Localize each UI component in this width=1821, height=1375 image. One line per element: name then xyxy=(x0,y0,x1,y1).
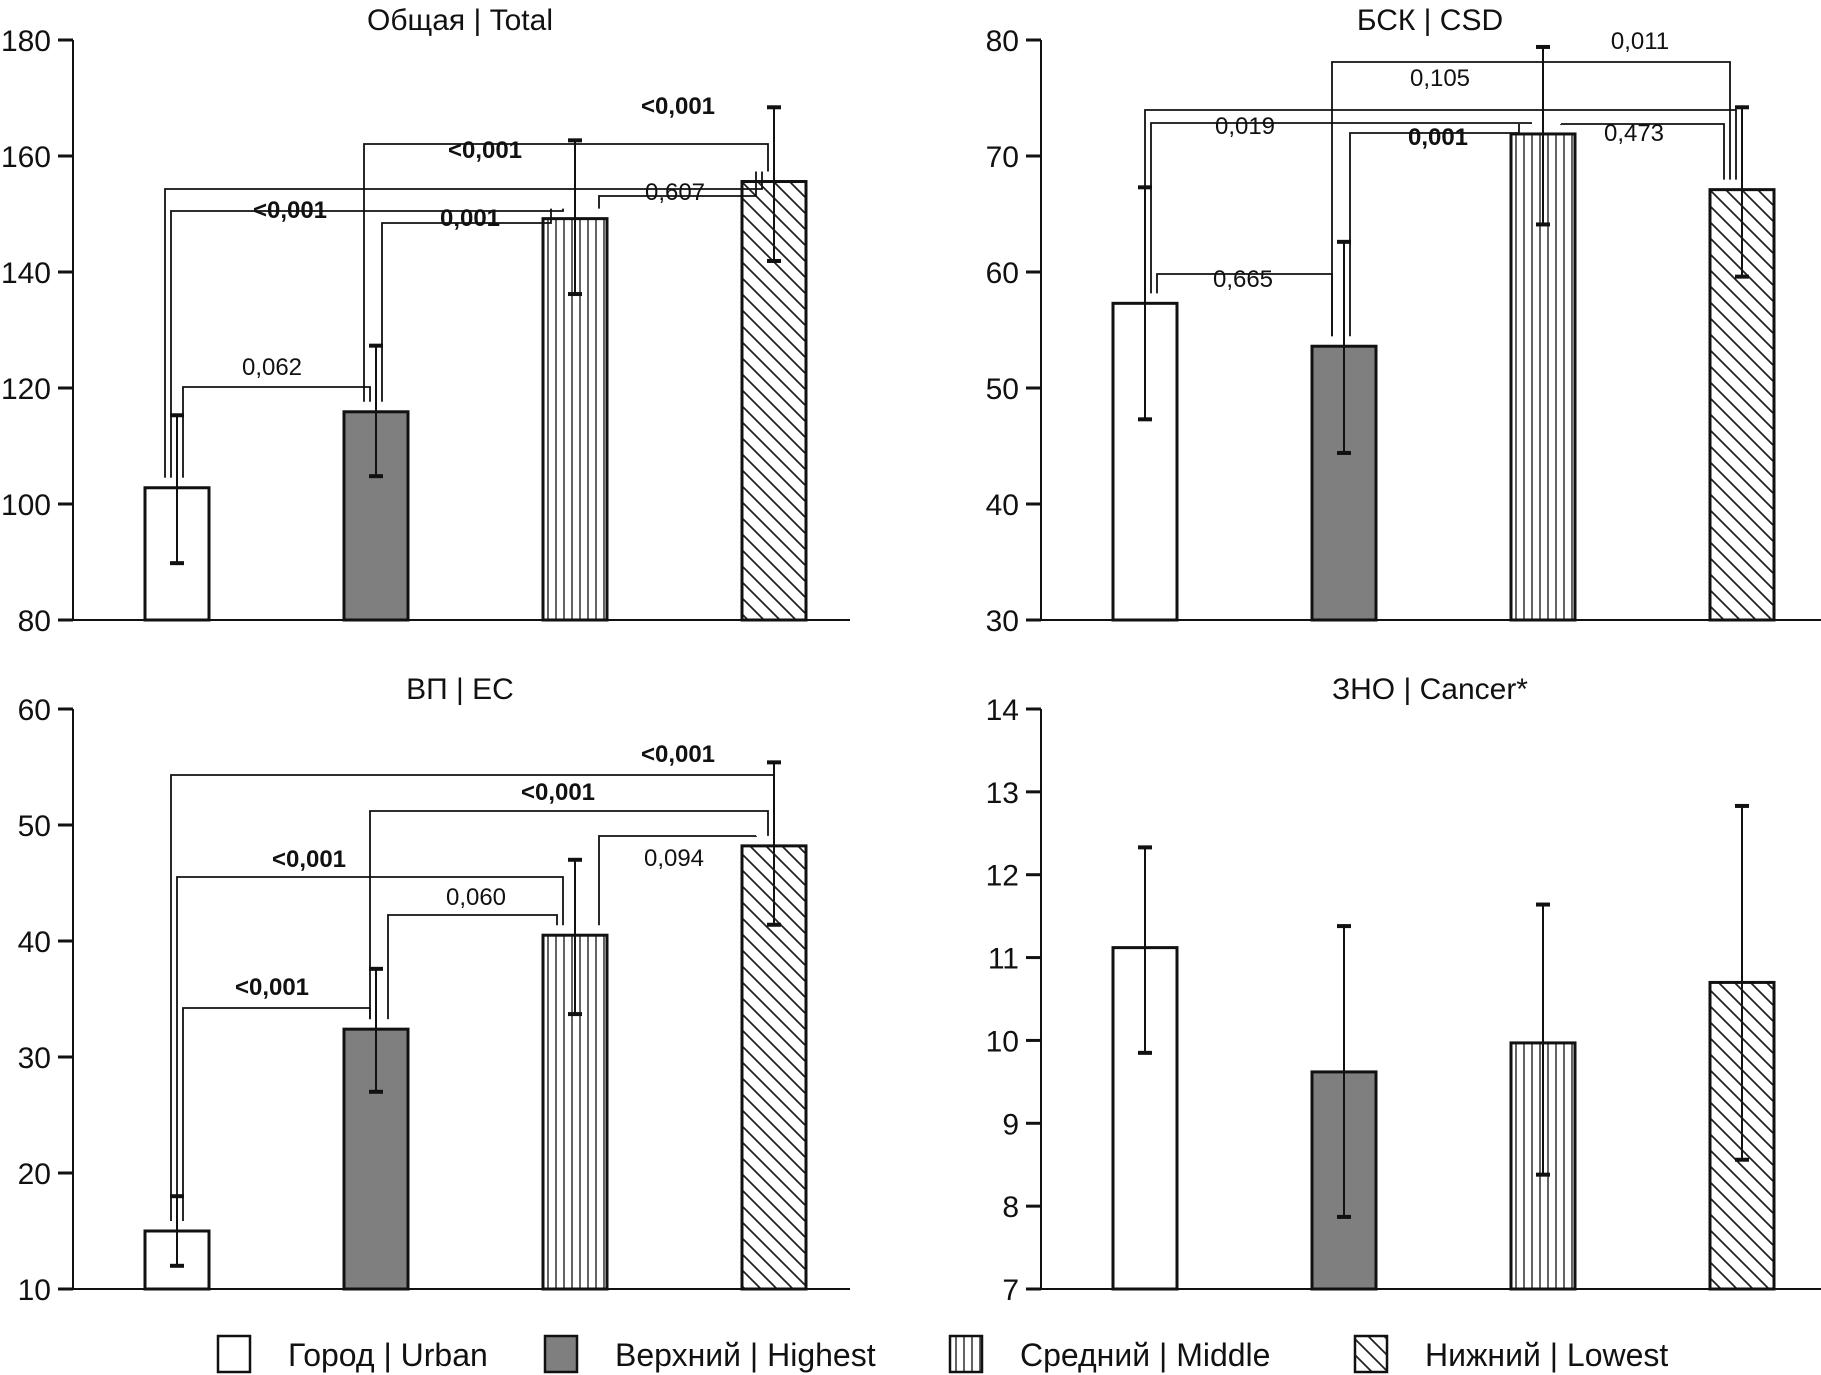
p-value-label: 0,060 xyxy=(446,884,506,911)
legend-swatch-3 xyxy=(948,1334,984,1374)
y-tick-label: 7 xyxy=(1002,1274,1019,1307)
significance-bracket xyxy=(1560,123,1725,180)
y-tick-label: 100 xyxy=(1,489,51,522)
significance-bracket xyxy=(182,1007,371,1221)
significance-bracket xyxy=(598,171,757,209)
significance-bracket xyxy=(381,208,552,402)
y-tick-label: 11 xyxy=(988,943,1019,976)
significance-bracket xyxy=(363,143,769,402)
y-tick-label: 10 xyxy=(986,1025,1019,1058)
y-tick-label: 9 xyxy=(1002,1108,1019,1141)
significance-bracket xyxy=(182,386,371,478)
panel-title: ВП | EC xyxy=(406,673,514,706)
p-value-label: <0,001 xyxy=(253,197,327,224)
panel-4: ЗНО | Cancer* 7 8 9 10 11 12 13 14 xyxy=(986,673,1821,1307)
y-tick-label: 13 xyxy=(986,777,1019,810)
p-value-label: 0,011 xyxy=(1611,28,1669,55)
p-value-label: 0,019 xyxy=(1215,113,1275,140)
p-value-label: 0,001 xyxy=(440,205,500,232)
legend-label: Нижний | Lowest xyxy=(1425,1337,1668,1373)
p-value-label: 0,001 xyxy=(1408,124,1468,151)
y-tick-label: 30 xyxy=(18,1042,51,1075)
y-tick-label: 12 xyxy=(986,860,1019,893)
panel-title: ЗНО | Cancer* xyxy=(1332,673,1528,706)
significance-bracket xyxy=(1331,61,1731,337)
legend: Город | Urban Верхний | Highest Средний | … xyxy=(216,1334,1668,1374)
y-tick-label: 30 xyxy=(986,605,1019,638)
p-value-label: <0,001 xyxy=(641,93,715,120)
p-value-label: 0,105 xyxy=(1410,65,1470,92)
y-tick-label: 160 xyxy=(1,141,51,174)
y-tick-label: 60 xyxy=(986,257,1019,290)
y-tick-label: 180 xyxy=(1,25,51,58)
significance-bracket xyxy=(1349,123,1520,337)
significance-bracket xyxy=(1150,122,1532,294)
y-tick-label: 50 xyxy=(18,810,51,843)
y-tick-label: 40 xyxy=(18,926,51,959)
significance-bracket xyxy=(598,835,757,926)
panel-title: Общая | Total xyxy=(367,4,553,37)
y-tick-label: 60 xyxy=(18,694,51,727)
significance-bracket xyxy=(1144,109,1737,294)
y-tick-label: 140 xyxy=(1,257,51,290)
p-value-label: <0,001 xyxy=(641,741,715,768)
bar-3 xyxy=(541,217,609,622)
significance-bracket xyxy=(387,914,558,1020)
p-value-label: <0,001 xyxy=(521,779,595,806)
panel-title: БСК | CSD xyxy=(1357,4,1503,37)
y-tick-label: 50 xyxy=(986,373,1019,406)
p-value-label: <0,001 xyxy=(272,846,346,873)
legend-swatch-4 xyxy=(1353,1334,1389,1374)
p-value-label: 0,665 xyxy=(1213,266,1273,293)
legend-swatch-1 xyxy=(216,1334,252,1374)
y-tick-label: 10 xyxy=(18,1274,51,1307)
legend-label: Город | Urban xyxy=(288,1337,488,1373)
p-value-label: 0,473 xyxy=(1604,120,1664,147)
legend-label: Верхний | Highest xyxy=(615,1337,876,1373)
legend-label: Средний | Middle xyxy=(1020,1337,1270,1373)
p-value-label: <0,001 xyxy=(235,974,309,1001)
significance-bracket xyxy=(369,810,769,1020)
p-value-label: 0,094 xyxy=(644,845,704,872)
bar-2 xyxy=(1310,344,1378,622)
significance-bracket xyxy=(170,774,775,1221)
legend-swatch-2 xyxy=(543,1334,579,1374)
y-tick-label: 14 xyxy=(986,694,1019,727)
y-tick-label: 70 xyxy=(986,141,1019,174)
y-tick-label: 8 xyxy=(1002,1191,1019,1224)
significance-bracket xyxy=(164,171,763,478)
panel-1: Общая | Total 80 100 120 140 160 180 0,062 <0,00… xyxy=(1,4,850,638)
p-value-label: 0,062 xyxy=(242,354,302,381)
p-value-label: <0,001 xyxy=(448,137,522,164)
panel-2: БСК | CSD 30 40 50 60 70 80 0,665 0,019 0,105 0,00… xyxy=(986,4,1821,638)
y-tick-label: 80 xyxy=(18,605,51,638)
significance-bracket xyxy=(170,208,564,478)
y-tick-label: 120 xyxy=(1,373,51,406)
panel-3: ВП | EC 10 20 30 40 50 60 <0,001 <0,001 <0,001 0,0… xyxy=(18,673,850,1307)
y-tick-label: 80 xyxy=(986,25,1019,58)
y-tick-label: 40 xyxy=(986,489,1019,522)
p-value-label: 0,607 xyxy=(645,179,705,206)
y-tick-label: 20 xyxy=(18,1158,51,1191)
